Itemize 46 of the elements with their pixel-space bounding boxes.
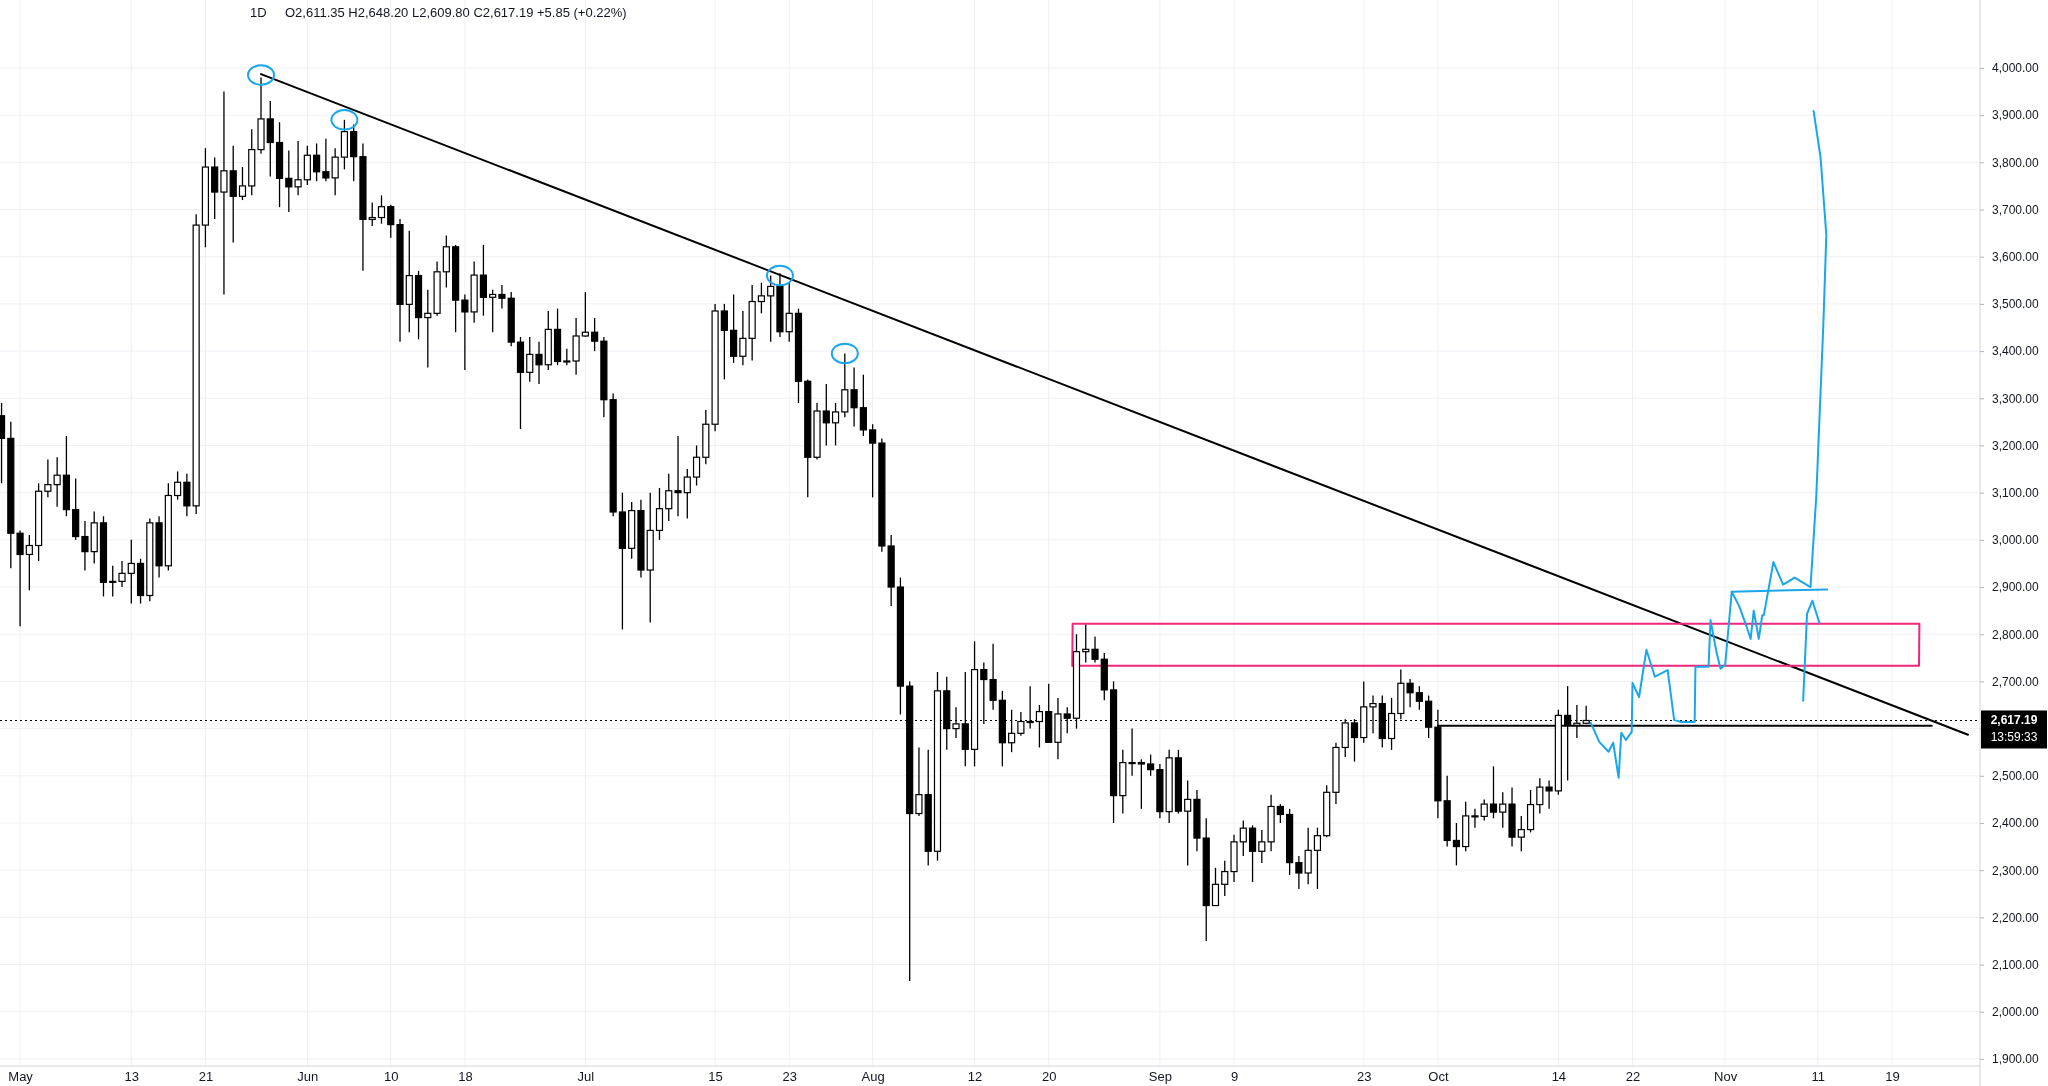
y-tick-label: 3,100.00	[1992, 485, 2040, 500]
x-tick-label: 21	[198, 1069, 214, 1085]
x-tick-label: 18	[458, 1069, 473, 1085]
x-tick-label: 23	[1357, 1069, 1372, 1085]
x-tick-label: Aug	[861, 1069, 885, 1085]
x-tick-label: 11	[1811, 1069, 1826, 1085]
annotation: O2,611.35 H2,648.20 L2,609.80 C2,617.19 +5.85 (+0.22%)	[285, 5, 627, 20]
x-tick-label: 22	[1625, 1069, 1641, 1085]
ref-line-label: 2,617.19	[1990, 713, 2038, 728]
y-tick-label: 3,800.00	[1992, 155, 2040, 170]
y-tick-label: 3,900.00	[1992, 108, 2040, 123]
y-tick-label: 3,700.00	[1992, 202, 2040, 217]
y-tick-label: 1,900.00	[1992, 1052, 2040, 1067]
x-tick-label: Nov	[1714, 1069, 1738, 1085]
y-tick-label: 3,500.00	[1992, 297, 2040, 312]
x-tick-label: 9	[1230, 1069, 1239, 1085]
y-tick-label: 3,300.00	[1992, 391, 2040, 406]
y-tick-label: 2,700.00	[1992, 674, 2040, 689]
x-tick-label: Sep	[1148, 1069, 1172, 1085]
y-tick-label: 2,900.00	[1992, 580, 2040, 595]
x-tick-label: May	[8, 1069, 34, 1085]
x-tick-label: Jun	[297, 1069, 319, 1085]
x-tick-label: 19	[1885, 1069, 1900, 1085]
x-tick-label: Oct	[1428, 1069, 1449, 1085]
y-tick-label: 3,000.00	[1992, 533, 2040, 548]
x-tick-label: 12	[967, 1069, 983, 1085]
y-tick-label: 2,100.00	[1992, 957, 2040, 972]
text: 13:59:33	[1990, 730, 2038, 745]
y-tick-label: 2,500.00	[1992, 769, 2040, 784]
chart-title: 1D	[250, 5, 267, 20]
x-tick-label: 23	[782, 1069, 797, 1085]
x-tick-label: 13	[124, 1069, 140, 1085]
y-tick-label: 2,400.00	[1992, 816, 2040, 831]
x-tick-label: 10	[384, 1069, 399, 1085]
x-tick-label: 15	[708, 1069, 723, 1085]
y-tick-label: 2,200.00	[1992, 910, 2040, 925]
y-tick-label: 3,200.00	[1992, 438, 2040, 453]
y-tick-label: 2,800.00	[1992, 627, 2040, 642]
x-tick-label: Jul	[577, 1069, 595, 1085]
y-tick-label: 4,000.00	[1992, 61, 2040, 76]
y-tick-label: 2,000.00	[1992, 1005, 2040, 1020]
y-tick-label: 3,600.00	[1992, 250, 2040, 265]
x-tick-label: 20	[1041, 1069, 1057, 1085]
x-tick-label: 14	[1551, 1069, 1567, 1085]
y-tick-label: 2,300.00	[1992, 863, 2040, 878]
y-tick-label: 3,400.00	[1992, 344, 2040, 359]
